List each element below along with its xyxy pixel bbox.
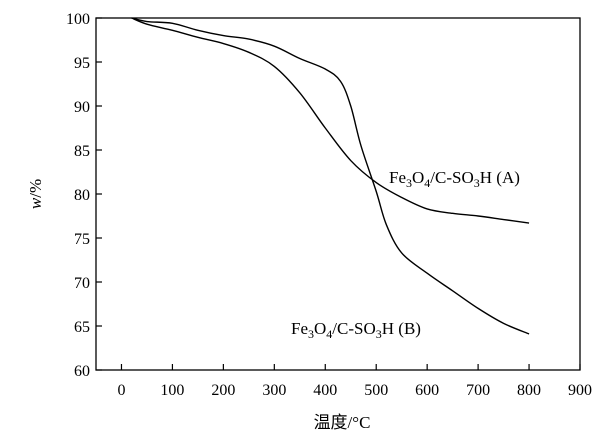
y-axis-title: w/% bbox=[26, 179, 45, 209]
x-tick-label-900: 900 bbox=[568, 382, 592, 399]
label-text: Fe bbox=[291, 319, 308, 338]
y-tick-label-80: 80 bbox=[74, 187, 90, 204]
x-tick-label-800: 800 bbox=[517, 382, 541, 399]
x-axis-title: 温度/°C bbox=[314, 413, 371, 432]
x-tick-label-600: 600 bbox=[415, 382, 439, 399]
plot-frame bbox=[96, 18, 580, 370]
x-tick-label-100: 100 bbox=[160, 382, 184, 399]
series-a-line bbox=[132, 18, 529, 223]
x-tick-label-700: 700 bbox=[466, 382, 490, 399]
y-axis-title-symbol: w bbox=[26, 197, 45, 209]
y-tick-label-75: 75 bbox=[74, 231, 90, 248]
y-tick-label-70: 70 bbox=[74, 275, 90, 292]
x-tick-label-0: 0 bbox=[117, 382, 125, 399]
label-text: H (B) bbox=[382, 319, 421, 338]
label-text: /C-SO bbox=[332, 319, 375, 338]
y-tick-label-60: 60 bbox=[74, 363, 90, 380]
y-tick-label-100: 100 bbox=[66, 11, 90, 28]
x-tick-label-200: 200 bbox=[211, 382, 235, 399]
label-text: O bbox=[314, 319, 326, 338]
label-text: O bbox=[412, 168, 424, 187]
x-tick-label-300: 300 bbox=[262, 382, 286, 399]
axes-layer: 0 100 200 300 400 500 600 700 800 900 60 65 70 75 80 85… bbox=[26, 11, 592, 432]
label-text: Fe bbox=[389, 168, 406, 187]
label-text: H (A) bbox=[480, 168, 520, 187]
y-tick-label-85: 85 bbox=[74, 143, 90, 160]
series-b-label: Fe3O4/C-SO3H (B) bbox=[291, 319, 421, 341]
y-tick-label-95: 95 bbox=[74, 55, 90, 72]
y-axis-title-unit: /% bbox=[26, 179, 45, 198]
series-a-label: Fe3O4/C-SO3H (A) bbox=[389, 168, 520, 190]
y-tick-label-90: 90 bbox=[74, 99, 90, 116]
x-tick-label-500: 500 bbox=[364, 382, 388, 399]
label-text: /C-SO bbox=[430, 168, 473, 187]
y-tick-label-65: 65 bbox=[74, 319, 90, 336]
x-tick-label-400: 400 bbox=[313, 382, 337, 399]
label-layer: Fe3O4/C-SO3H (A) Fe3O4/C-SO3H (B) bbox=[291, 168, 520, 341]
